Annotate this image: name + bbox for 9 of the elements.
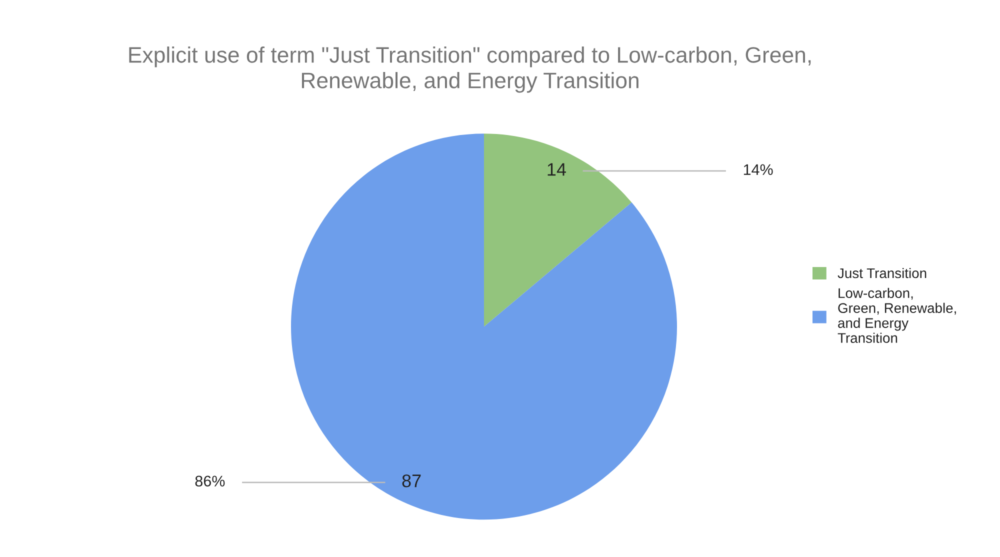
text: 14% <box>744 164 773 175</box>
text: 86% <box>195 476 225 487</box>
chart-title: Explicit use of term "Just Transition" compared to Low-carbon, Green, Renewable, and Energy Transition <box>129 46 811 93</box>
data-label: 14 <box>548 163 566 176</box>
pie-slice <box>291 134 677 520</box>
legend-label: Low-carbon, Green, Renewable, and Energy Transition <box>838 288 956 343</box>
data-label: 87 <box>402 474 421 488</box>
legend-label: Just Transition <box>838 268 926 278</box>
pie-slice <box>484 134 632 327</box>
